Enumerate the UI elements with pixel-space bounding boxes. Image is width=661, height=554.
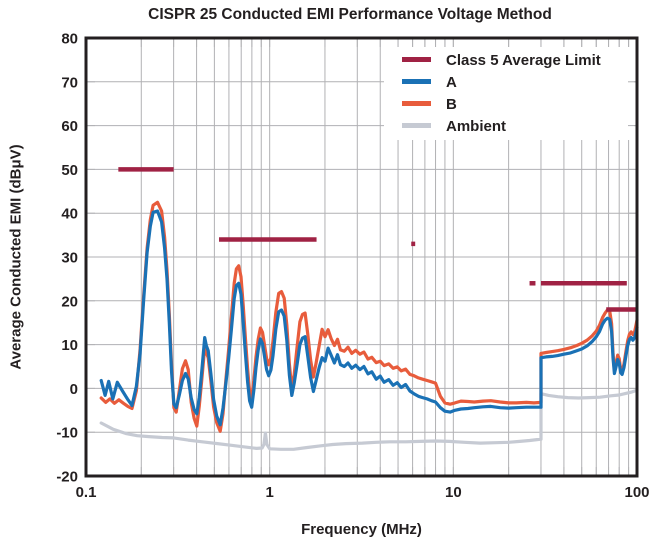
legend-label: Ambient bbox=[446, 118, 506, 135]
plot-frame bbox=[84, 36, 639, 478]
chart-title: CISPR 25 Conducted EMI Performance Volta… bbox=[148, 6, 552, 23]
legend: Class 5 Average Limit AB Ambient bbox=[402, 52, 601, 135]
y-tick-label: 50 bbox=[61, 162, 78, 179]
x-tick-label: 100 bbox=[624, 484, 649, 501]
x-tick-label: 0.1 bbox=[76, 484, 97, 501]
x-tick-label: 1 bbox=[265, 484, 273, 501]
y-tick-label: 20 bbox=[61, 293, 78, 310]
x-tick-label: 10 bbox=[445, 484, 462, 501]
y-tick-label: 70 bbox=[61, 74, 78, 91]
series-class5-limit bbox=[118, 167, 637, 312]
y-tick-label: 40 bbox=[61, 206, 78, 223]
tick-stubs bbox=[87, 39, 636, 475]
x-axis-label: Frequency (MHz) bbox=[301, 521, 422, 538]
series-a-line bbox=[99, 209, 639, 427]
y-tick-label: 30 bbox=[61, 250, 78, 267]
legend-label: Class 5 Average Limit bbox=[446, 52, 601, 69]
y-tick-label: 60 bbox=[61, 118, 78, 135]
x-tick-labels: 0.1 1 10 100 bbox=[76, 484, 650, 501]
y-tick-label: 0 bbox=[70, 381, 78, 398]
legend-label: B bbox=[446, 96, 457, 113]
y-tick-labels: 80 70 60 50 40 30 20 10 0 -10 -20 bbox=[56, 31, 78, 486]
legend-label: A bbox=[446, 74, 457, 91]
y-tick-label: 80 bbox=[61, 31, 78, 48]
y-tick-label: 10 bbox=[61, 337, 78, 354]
y-tick-label: -10 bbox=[56, 425, 78, 442]
y-tick-label: -20 bbox=[56, 469, 78, 486]
series-ambient-line bbox=[99, 388, 639, 451]
